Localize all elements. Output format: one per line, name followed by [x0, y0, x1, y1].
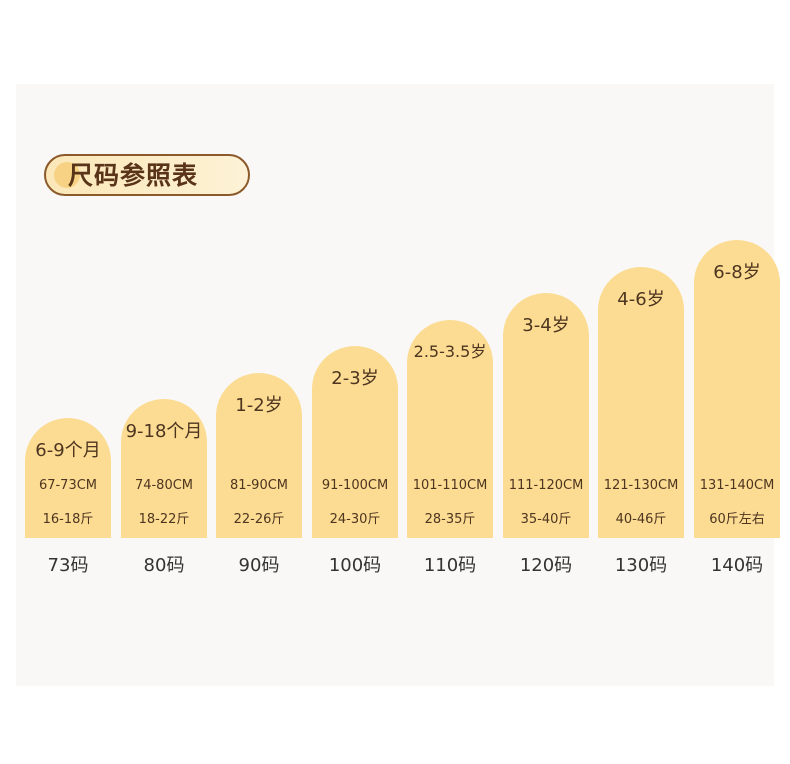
size-bar: [121, 399, 207, 538]
age-label: 6-9个月: [35, 440, 101, 461]
weight-range-label: 18-22斤: [138, 512, 190, 527]
height-range-label: 91-100CM: [321, 478, 389, 493]
size-bar: [25, 418, 111, 538]
chart-title: 尺码参照表: [68, 161, 199, 190]
height-range-label: 101-110CM: [412, 478, 488, 493]
weight-range-label: 24-30斤: [329, 512, 381, 527]
size-bar: [503, 293, 589, 538]
size-label: 130码: [614, 555, 668, 576]
size-bar: [407, 319, 493, 538]
size-label: 80码: [143, 555, 185, 576]
size-label: 90码: [238, 555, 280, 576]
size-bar: [598, 266, 684, 538]
size-label: 120码: [519, 555, 573, 576]
height-range-label: 121-130CM: [603, 478, 679, 493]
weight-range-label: 22-26斤: [233, 512, 285, 527]
height-range-label: 131-140CM: [699, 478, 775, 493]
weight-range-label: 16-18斤: [42, 512, 94, 527]
age-label: 6-8岁: [713, 262, 761, 283]
age-label: 4-6岁: [617, 288, 665, 310]
age-label: 9-18个月: [125, 421, 203, 443]
age-label: 3-4岁: [522, 315, 570, 337]
height-range-label: 111-120CM: [508, 478, 584, 493]
size-label: 100码: [328, 555, 382, 576]
weight-range-label: 28-35斤: [424, 512, 476, 527]
size-bar: [216, 372, 302, 538]
size-bar: [694, 240, 780, 538]
age-label: 2.5-3.5岁: [413, 341, 487, 361]
height-range-label: 81-90CM: [229, 478, 289, 493]
weight-range-label: 40-46斤: [615, 512, 667, 527]
height-range-label: 74-80CM: [134, 478, 194, 493]
size-label: 73码: [47, 555, 89, 576]
height-range-label: 67-73CM: [38, 478, 98, 493]
title-decoration-circle: [54, 162, 80, 188]
size-label: 140码: [710, 555, 764, 576]
size-label: 110码: [423, 555, 477, 576]
chart-title-badge: 尺码参照表: [44, 154, 250, 196]
age-label: 2-3岁: [331, 368, 379, 390]
size-bar: [312, 346, 398, 538]
weight-range-label: 60斤左右: [709, 512, 765, 527]
age-label: 1-2岁: [235, 394, 283, 416]
weight-range-label: 35-40斤: [520, 512, 572, 527]
